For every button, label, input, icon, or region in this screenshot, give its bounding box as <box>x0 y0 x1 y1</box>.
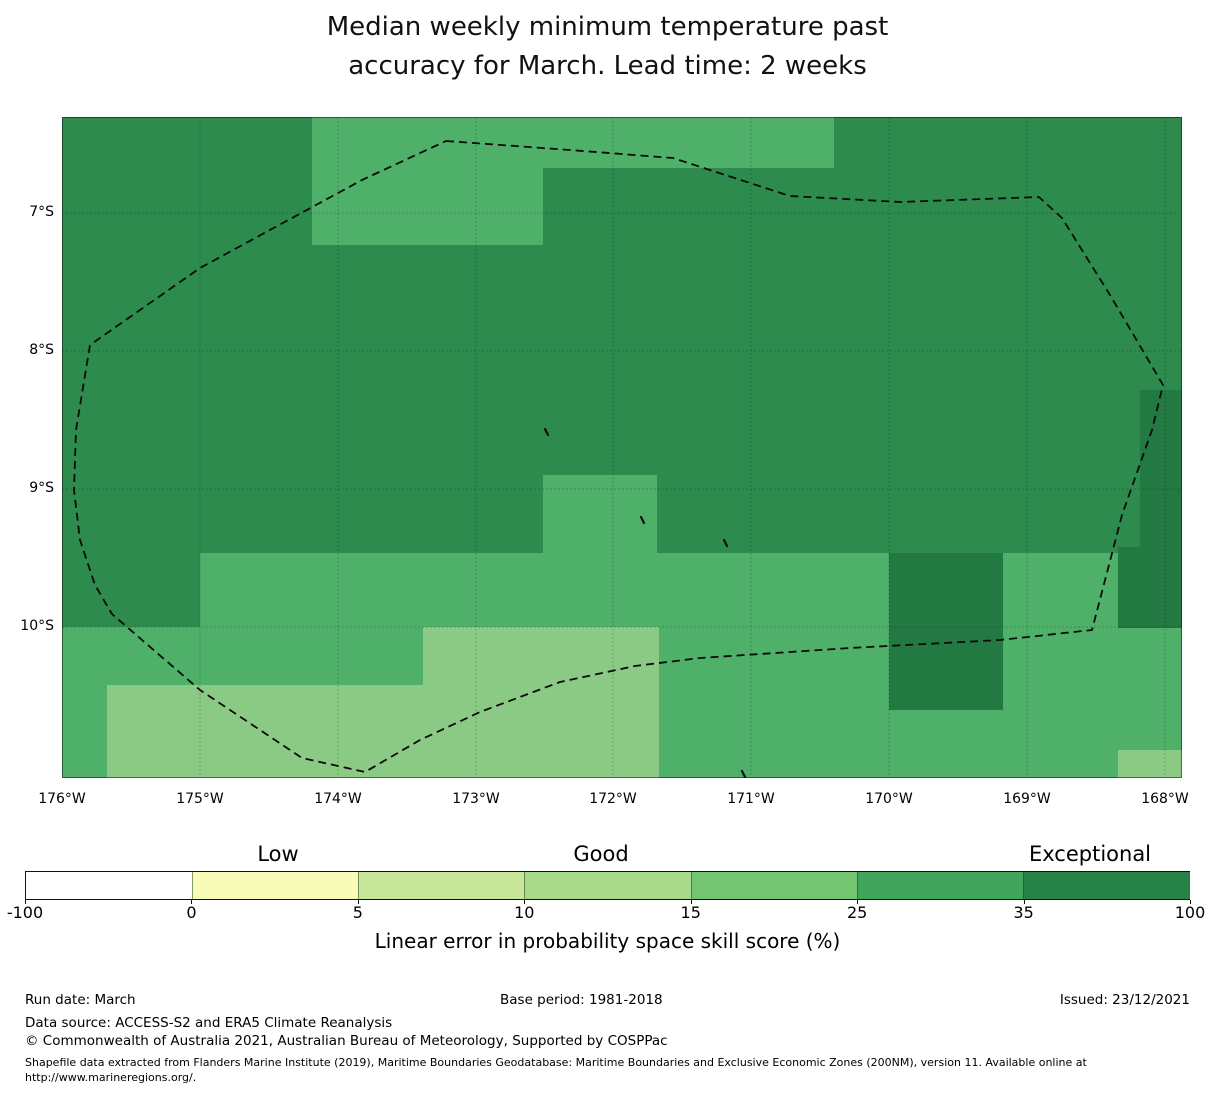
skill-score-map <box>62 117 1182 779</box>
colorbar-label-exceptional: Exceptional <box>1028 842 1152 866</box>
colorbar-tick <box>1190 900 1191 904</box>
colorbar-segment <box>690 872 858 899</box>
colorbar-tick <box>857 900 859 904</box>
map-cell <box>889 553 1003 710</box>
map-cell <box>200 685 423 778</box>
colorbar-segment <box>524 872 692 899</box>
colorbar-tick-label: 35 <box>1013 903 1034 922</box>
map-cell <box>543 475 657 553</box>
colorbar-tick <box>191 900 193 904</box>
colorbar-label-good: Good <box>573 842 629 866</box>
lat-tick-label: 10°S <box>20 618 54 634</box>
lon-tick-label: 175°W <box>176 791 224 807</box>
island-mark <box>639 515 646 525</box>
map-cell <box>1118 547 1182 628</box>
lon-tick-label: 172°W <box>589 791 637 807</box>
lon-tick-label: 170°W <box>865 791 913 807</box>
colorbar-segment <box>1022 872 1190 899</box>
colorbar-segment <box>856 872 1024 899</box>
colorbar-tick <box>25 900 26 904</box>
lon-tick-label: 169°W <box>1003 791 1051 807</box>
colorbar-tick <box>690 900 692 904</box>
colorbar <box>25 871 1190 900</box>
copyright-text: © Commonwealth of Australia 2021, Austra… <box>25 1033 668 1049</box>
colorbar-caption: Linear error in probability space skill … <box>374 929 841 953</box>
colorbar-tick-label: 15 <box>680 903 701 922</box>
map-plot-area <box>62 117 1182 779</box>
run-date-text: Run date: March <box>25 992 136 1008</box>
data-source-text: Data source: ACCESS-S2 and ERA5 Climate … <box>25 1015 393 1031</box>
map-cell <box>312 117 543 245</box>
colorbar-segment <box>26 872 193 899</box>
lat-tick-label: 7°S <box>29 204 54 220</box>
map-cell <box>107 685 200 778</box>
colorbar-label-low: Low <box>257 842 299 866</box>
lat-tick-label: 9°S <box>29 480 54 496</box>
chart-title-line-1: Median weekly minimum temperature past <box>326 12 889 42</box>
shapefile-attribution-line-1: Shapefile data extracted from Flanders M… <box>25 1056 1087 1069</box>
island-mark <box>722 538 729 548</box>
island-mark <box>740 769 747 779</box>
map-cell <box>1118 750 1182 778</box>
colorbar-tick <box>1023 900 1025 904</box>
colorbar-tick <box>357 900 359 904</box>
colorbar-tick <box>524 900 526 904</box>
colorbar-segment <box>358 872 526 899</box>
map-frame <box>62 117 1182 778</box>
island-mark <box>543 427 550 437</box>
colorbar-tick-label: -100 <box>6 903 44 922</box>
lon-tick-label: 171°W <box>727 791 775 807</box>
map-cell <box>1003 553 1118 627</box>
colorbar-tick-label: 25 <box>846 903 868 922</box>
map-cell <box>1140 390 1182 547</box>
base-period-text: Base period: 1981-2018 <box>500 992 663 1008</box>
lon-tick-label: 173°W <box>452 791 500 807</box>
map-cell <box>423 627 659 778</box>
chart-title-line-2: accuracy for March. Lead time: 2 weeks <box>348 51 867 81</box>
eez-boundary-line <box>73 140 1164 773</box>
map-cell <box>200 553 889 627</box>
map-cell <box>543 117 834 168</box>
lon-tick-label: 176°W <box>38 791 86 807</box>
colorbar-tick-label: 0 <box>186 903 197 922</box>
lon-tick-label: 168°W <box>1141 791 1189 807</box>
lon-tick-label: 174°W <box>314 791 362 807</box>
colorbar-tick-label: 100 <box>1174 903 1206 922</box>
colorbar-tick-label: 5 <box>352 903 363 922</box>
lat-tick-label: 8°S <box>29 342 54 358</box>
colorbar-segment <box>192 872 360 899</box>
colorbar-tick-label: 10 <box>514 903 535 922</box>
shapefile-attribution-line-2: http://www.marineregions.org/. <box>25 1071 197 1084</box>
issued-date-text: Issued: 23/12/2021 <box>1059 992 1190 1008</box>
